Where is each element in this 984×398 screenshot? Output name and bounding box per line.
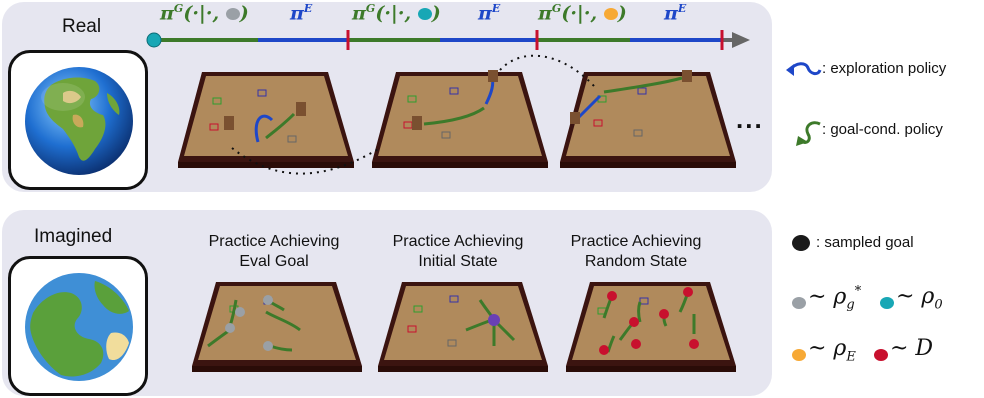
legend-eval-dist: ~ ρg* bbox=[808, 284, 862, 313]
eval-goal-ball-icon bbox=[792, 297, 806, 309]
legend-init-dist: ~ ρ0 bbox=[896, 284, 943, 313]
ellipsis: ... bbox=[736, 104, 764, 134]
practice-random-state: Practice Achieving Random State bbox=[570, 233, 702, 270]
data-ball-icon bbox=[874, 349, 888, 361]
real-board-3 bbox=[560, 70, 736, 168]
explore-ball-icon bbox=[792, 349, 806, 361]
legend-exploration-policy: : exploration policy bbox=[822, 60, 947, 77]
init-state-ball-icon bbox=[880, 297, 894, 309]
practice-eval-goal: Practice Achieving Eval Goal bbox=[208, 233, 340, 270]
timeline-label-explore-2: πE bbox=[478, 2, 501, 25]
imagined-label: Imagined bbox=[34, 226, 113, 247]
practice-initial-state: Practice Achieving Initial State bbox=[392, 233, 524, 270]
timeline-label-goal-3: πG(·|·, ) bbox=[538, 2, 627, 25]
gray-ball-icon bbox=[225, 8, 240, 21]
sampled-goal-icon bbox=[792, 235, 810, 251]
real-label: Real bbox=[62, 16, 102, 37]
real-board-1 bbox=[178, 72, 354, 168]
cyan-ball-icon bbox=[417, 8, 432, 21]
imagined-board-2 bbox=[378, 282, 548, 372]
timeline-label-goal-2: πG(·|·, ) bbox=[352, 2, 441, 25]
timeline-arrow-icon bbox=[732, 32, 750, 48]
real-globe-frame bbox=[8, 50, 148, 190]
timeline-label-goal-1: πG(·|·, ) bbox=[160, 2, 249, 25]
legend-explore-dist: ~ ρE bbox=[808, 336, 856, 365]
connector-2 bbox=[499, 54, 595, 87]
timeline-label-explore-1: πE bbox=[290, 2, 313, 25]
legend-data-dist: ~ D bbox=[890, 336, 934, 361]
real-board-2 bbox=[372, 70, 548, 168]
timeline-label-explore-3: πE bbox=[664, 2, 687, 25]
earth-globe-icon bbox=[25, 67, 133, 175]
start-state-dot bbox=[146, 32, 162, 48]
legend-goal-cond-policy: : goal-cond. policy bbox=[822, 121, 943, 138]
imagined-board-1 bbox=[192, 282, 362, 372]
exploration-policy-icon bbox=[788, 62, 822, 76]
flat-globe-icon bbox=[25, 273, 133, 381]
orange-ball-icon bbox=[603, 8, 618, 21]
imagined-board-3 bbox=[566, 282, 736, 372]
imagined-globe-frame bbox=[8, 256, 148, 396]
legend-sampled-goal: : sampled goal bbox=[816, 234, 914, 251]
